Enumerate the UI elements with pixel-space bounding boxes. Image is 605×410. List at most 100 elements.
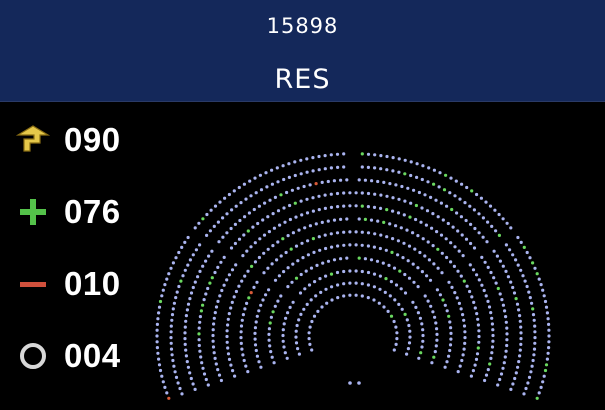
seat-dot [403, 158, 407, 162]
seat-dot [462, 347, 466, 351]
seat-dot [183, 337, 187, 341]
seat-dot [363, 217, 367, 221]
seat-dot [251, 225, 255, 229]
seat-dot [408, 335, 412, 339]
seat-dot [415, 162, 419, 166]
seat-dot [170, 313, 175, 317]
seat-dot [254, 191, 258, 195]
seat-dot [421, 328, 425, 332]
seat-dot [269, 350, 273, 354]
seat-dot [388, 182, 392, 186]
seat-dot [204, 259, 208, 263]
seat-dot [435, 327, 439, 331]
seat-dot [436, 247, 440, 251]
seat-dot [541, 380, 545, 384]
vote-id: 15898 [266, 14, 339, 38]
seat-dot [379, 233, 383, 237]
seat-dot [208, 229, 212, 233]
seat-dot [475, 352, 480, 356]
seat-dot [221, 235, 225, 239]
seat-dot [378, 246, 382, 251]
seat-dot [369, 258, 374, 262]
seat-dot [519, 342, 523, 346]
seat-dot [440, 251, 444, 255]
seat-dot [214, 362, 218, 366]
seat-dot [332, 218, 337, 222]
seat-dot [448, 343, 453, 347]
seat-dot [484, 294, 488, 298]
seat-dot [366, 270, 371, 275]
seat-dot [253, 331, 257, 335]
seat-dot [267, 327, 271, 331]
seat-dot [282, 322, 286, 326]
seat-dot [157, 363, 162, 367]
seat-dot [357, 178, 361, 182]
seat-dot [399, 287, 403, 291]
seat-dot [329, 272, 334, 276]
seat-dot [184, 348, 188, 352]
seat-dot [383, 290, 387, 294]
seat-dot [394, 325, 398, 329]
seat-dot [242, 182, 246, 186]
seat-dot [293, 173, 297, 178]
seat-dot [476, 346, 480, 350]
seat-dot [262, 233, 267, 237]
seat-dot [447, 280, 451, 284]
seat-dot [514, 371, 518, 375]
seat-dot [457, 301, 461, 305]
seat-dot [490, 351, 494, 355]
seat-dot [303, 226, 307, 230]
seat-dot [180, 392, 184, 396]
seat-dot [276, 299, 280, 303]
seat-dot [444, 173, 448, 177]
seat-dot [282, 206, 286, 210]
seat-dot [525, 284, 529, 289]
seat-dot [342, 165, 346, 169]
seat-dot [441, 218, 445, 222]
seat-dot [197, 332, 201, 336]
seat-dot [330, 298, 334, 302]
seat-dot [155, 322, 159, 326]
seat-dot [488, 204, 493, 208]
seat-dot [360, 243, 364, 247]
seat-dot [199, 355, 203, 359]
seat-dot [411, 231, 415, 235]
seat-dot [326, 219, 330, 223]
seat-dot [366, 165, 370, 169]
seat-dot [396, 239, 400, 243]
seat-dot [207, 254, 211, 258]
seat-dot [335, 270, 340, 275]
seat-dot [243, 274, 247, 278]
seat-dot [389, 314, 394, 318]
seat-dot [299, 312, 303, 316]
seat-dot [497, 212, 501, 217]
seat-dot [385, 194, 389, 198]
seat-dot [324, 287, 328, 291]
seat-dot [460, 233, 464, 237]
seat-dot [511, 253, 515, 257]
seat-dot [519, 325, 523, 329]
seat-dot [277, 274, 281, 278]
seat-dot [543, 299, 548, 304]
seat-dot [268, 344, 272, 348]
seat-dot [179, 279, 183, 283]
seat-dot [303, 287, 307, 291]
seat-dot [170, 353, 174, 357]
seat-dot [407, 341, 412, 345]
seat-dot [216, 220, 220, 224]
seat-dot [471, 369, 475, 373]
seat-dot [167, 396, 171, 400]
seat-dot [297, 228, 301, 232]
seat-dot [265, 185, 269, 189]
seat-dot [210, 276, 214, 280]
seat-dot [407, 244, 412, 248]
seat-dot [360, 269, 364, 274]
seat-dot [481, 216, 485, 220]
seat-dot [400, 307, 404, 311]
seat-dot [304, 269, 308, 273]
seat-dot [471, 268, 476, 272]
seat-dot [505, 221, 509, 225]
seat-dot [542, 374, 546, 378]
seat-dot [198, 315, 202, 319]
seat-dot [157, 311, 161, 315]
